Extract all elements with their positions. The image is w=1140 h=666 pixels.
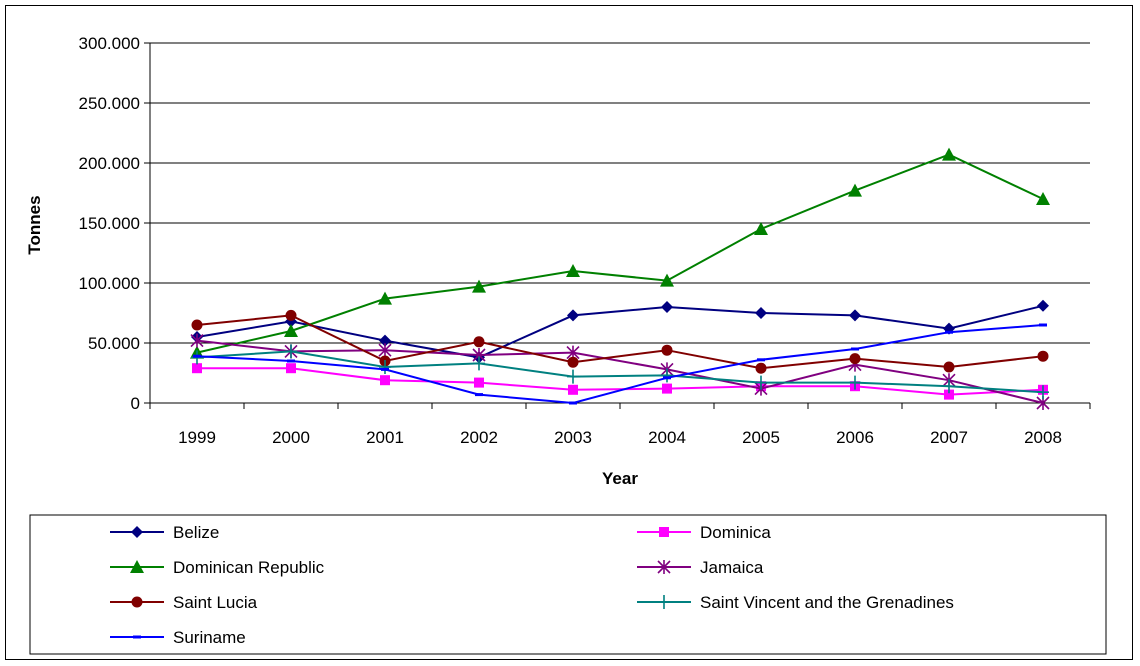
legend-marker-belize — [131, 526, 143, 538]
data-point-dominican-republic — [754, 222, 768, 235]
data-point-dominican-republic — [284, 324, 298, 337]
legend-marker-suriname — [133, 635, 141, 639]
x-tick-label: 1999 — [178, 428, 216, 447]
data-point-belize — [379, 334, 391, 347]
series-line-jamaica — [196, 339, 1044, 404]
series-line-dominican-republic — [196, 153, 1044, 354]
y-tick-label: 50.000 — [88, 334, 140, 353]
series-line-saint-lucia — [196, 314, 1044, 370]
data-point-dominica — [662, 383, 672, 394]
data-point-suriname — [287, 359, 295, 363]
data-point-dominica — [380, 375, 390, 386]
data-point-belize — [1037, 299, 1049, 312]
data-point-saint-lucia — [943, 361, 955, 373]
data-point-saint-vincent-and-the-grenadines — [849, 375, 861, 390]
x-tick-label: 2006 — [836, 428, 874, 447]
data-point-saint-lucia — [755, 362, 767, 374]
data-point-dominican-republic — [566, 264, 580, 277]
series-line-belize — [196, 304, 1044, 359]
x-tick-label: 2000 — [272, 428, 310, 447]
y-tick-label: 0 — [131, 394, 140, 413]
data-point-belize — [849, 309, 861, 322]
data-point-saint-vincent-and-the-grenadines — [943, 379, 955, 394]
data-point-suriname — [851, 347, 859, 351]
y-tick-label: 300.000 — [79, 34, 140, 53]
data-point-saint-vincent-and-the-grenadines — [661, 368, 673, 383]
y-axis-title: Tonnes — [25, 195, 44, 254]
data-point-dominica — [944, 389, 954, 400]
data-point-suriname — [475, 393, 483, 397]
data-point-dominica — [568, 384, 578, 395]
data-point-dominica — [286, 363, 296, 374]
series-line-dominica — [197, 367, 1044, 396]
legend-marker-dominica — [659, 527, 669, 537]
data-point-dominican-republic — [378, 291, 392, 305]
data-point-suriname — [381, 367, 389, 371]
data-point-dominican-republic — [660, 273, 674, 287]
series-line-suriname — [196, 324, 1044, 405]
data-point-jamaica — [190, 333, 204, 348]
x-tick-label: 2002 — [460, 428, 498, 447]
legend-label: Dominica — [700, 523, 771, 542]
data-point-saint-lucia — [285, 309, 297, 321]
data-point-saint-lucia — [1037, 350, 1049, 362]
data-point-saint-lucia — [473, 336, 485, 348]
data-point-dominican-republic — [1036, 192, 1050, 205]
data-point-saint-lucia — [191, 319, 203, 331]
x-tick-label: 2001 — [366, 428, 404, 447]
y-tick-label: 100.000 — [79, 274, 140, 293]
legend-label: Belize — [173, 523, 219, 542]
data-point-suriname — [193, 354, 201, 358]
data-point-saint-lucia — [567, 356, 579, 368]
x-tick-label: 2003 — [554, 428, 592, 447]
data-point-dominica — [192, 363, 202, 374]
legend-marker-jamaica — [657, 560, 671, 574]
x-axis-title: Year — [602, 469, 638, 488]
legend-marker-saint-lucia — [131, 596, 143, 608]
data-point-saint-vincent-and-the-grenadines — [567, 369, 579, 384]
data-point-suriname — [569, 401, 577, 405]
data-point-suriname — [663, 376, 671, 380]
data-point-saint-vincent-and-the-grenadines — [1037, 385, 1049, 400]
x-tick-label: 2005 — [742, 428, 780, 447]
legend-label: Saint Lucia — [173, 593, 258, 612]
legend-label: Dominican Republic — [173, 558, 325, 577]
data-point-suriname — [1039, 323, 1047, 327]
legend-label: Suriname — [173, 628, 246, 647]
data-point-belize — [567, 309, 579, 322]
series-line-saint-vincent-and-the-grenadines — [196, 350, 1044, 394]
data-point-saint-lucia — [661, 344, 673, 356]
legend-box — [29, 514, 1107, 655]
x-tick-label: 2007 — [930, 428, 968, 447]
data-point-belize — [661, 301, 673, 313]
data-point-saint-vincent-and-the-grenadines — [755, 375, 767, 390]
legend-marker-saint-vincent-and-the-grenadines — [658, 595, 670, 609]
data-point-dominican-republic — [942, 147, 956, 161]
data-point-belize — [755, 307, 767, 319]
x-tick-label: 2004 — [648, 428, 686, 447]
data-point-saint-vincent-and-the-grenadines — [473, 356, 485, 371]
legend-label: Jamaica — [700, 558, 764, 577]
x-tick-label: 2008 — [1024, 428, 1062, 447]
data-point-saint-lucia — [849, 353, 861, 365]
data-point-dominica — [474, 377, 484, 388]
data-point-dominican-republic — [848, 183, 862, 197]
y-tick-label: 150.000 — [79, 214, 140, 233]
data-point-saint-vincent-and-the-grenadines — [379, 360, 391, 374]
data-point-jamaica — [378, 343, 392, 358]
legend-label: Saint Vincent and the Grenadines — [700, 593, 954, 612]
data-point-saint-vincent-and-the-grenadines — [285, 344, 297, 359]
y-tick-label: 250.000 — [79, 94, 140, 113]
y-tick-label: 200.000 — [79, 154, 140, 173]
data-point-suriname — [945, 330, 953, 334]
legend-marker-dominican-republic — [130, 560, 144, 573]
data-point-dominican-republic — [472, 279, 486, 293]
data-point-suriname — [757, 358, 765, 362]
